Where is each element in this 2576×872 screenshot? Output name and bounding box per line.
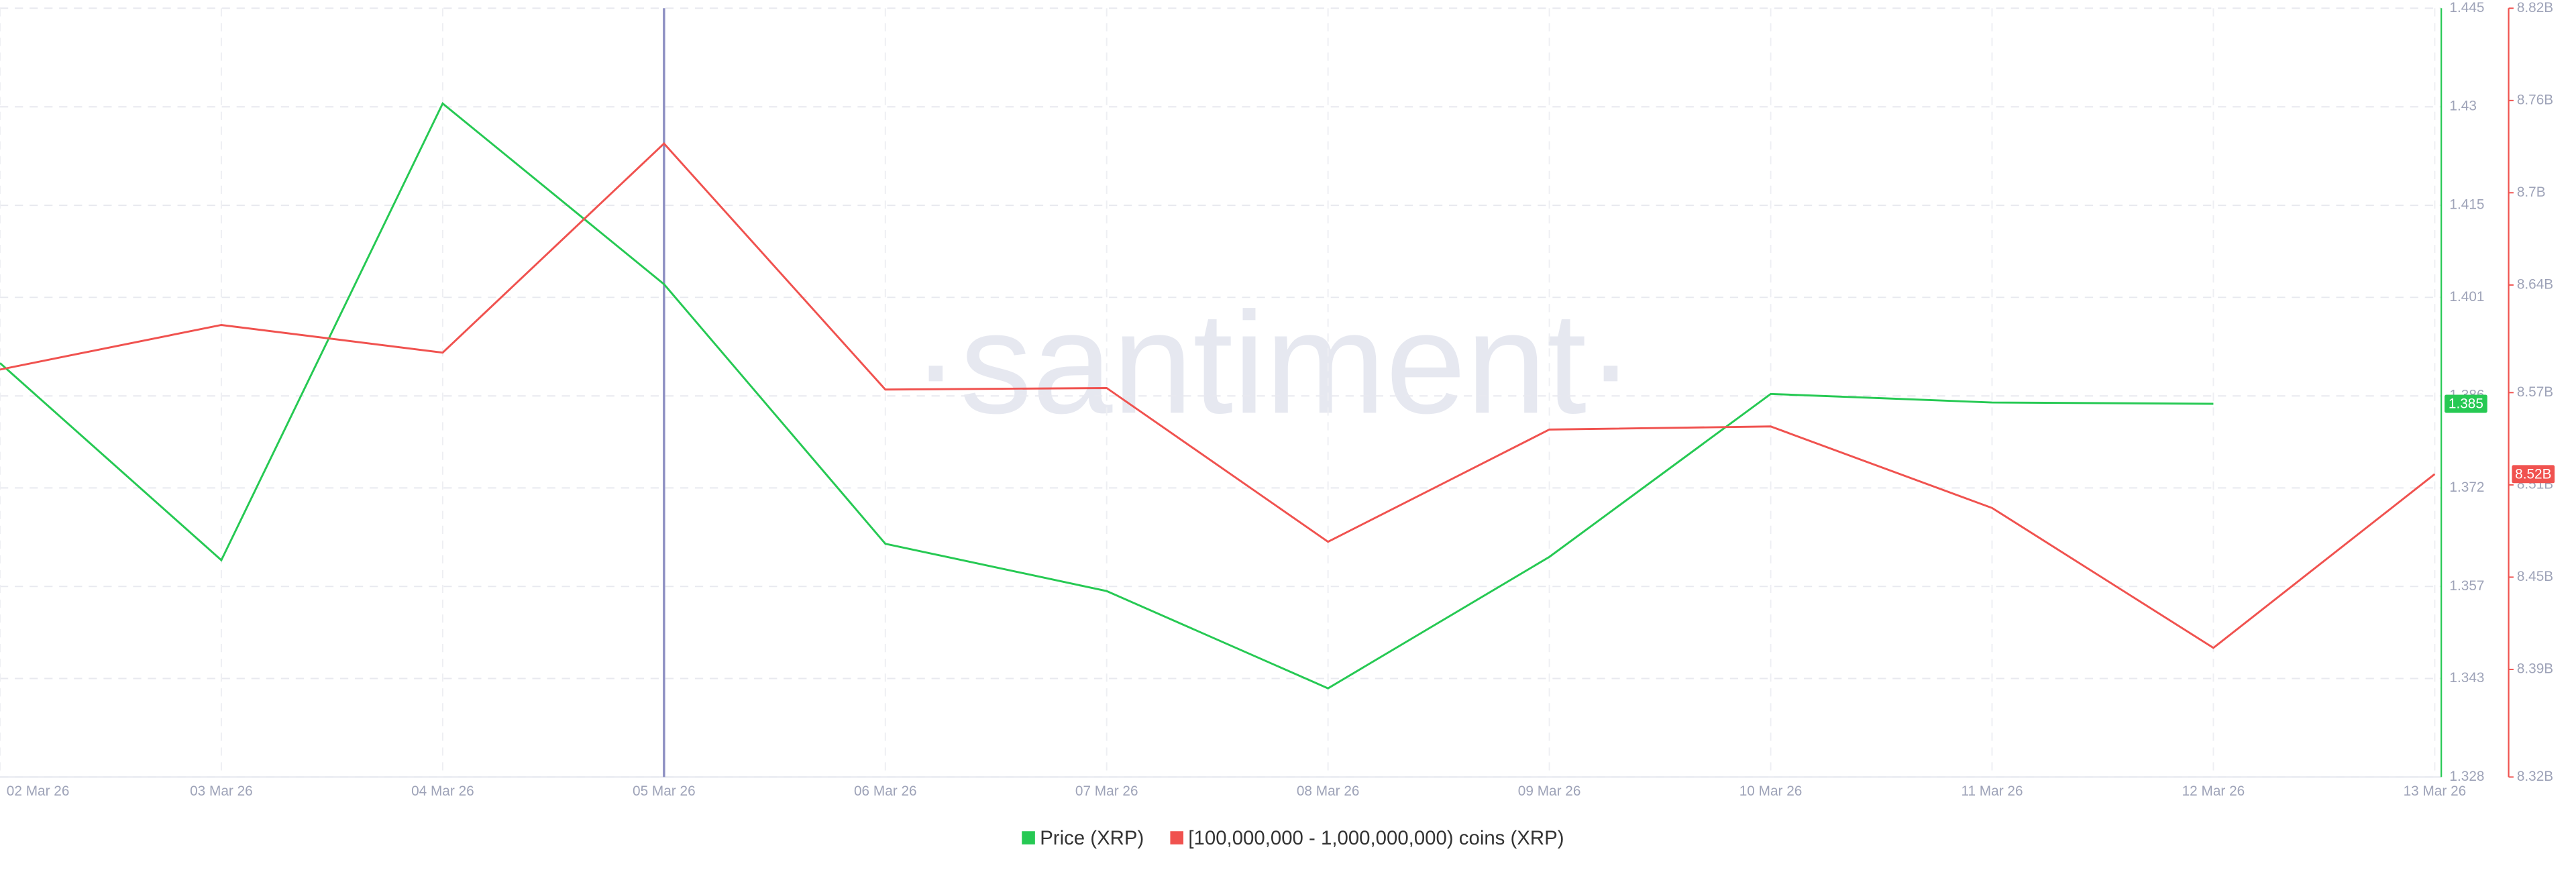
value-label: 1.385 [2449, 396, 2483, 412]
x-tick-label: 13 Mar 26 [2404, 783, 2467, 799]
y-tick-label: 1.328 [2449, 769, 2484, 784]
y2-tick-label: 8.57B [2517, 384, 2553, 400]
y-tick-label: 1.357 [2449, 578, 2484, 594]
y-tick-label: 1.343 [2449, 670, 2484, 686]
y2-tick-label: 8.7B [2517, 184, 2546, 200]
y2-tick-label: 8.32B [2517, 769, 2553, 784]
value-label: 8.52B [2515, 467, 2551, 482]
legend-swatch [1022, 831, 1035, 844]
watermark: ·santiment· [912, 282, 1635, 443]
y-tick-label: 1.43 [2449, 99, 2476, 114]
series-line [0, 142, 2436, 649]
x-tick-label: 03 Mar 26 [190, 783, 253, 799]
y-tick-label: 1.415 [2449, 197, 2484, 213]
series-line [0, 102, 2214, 690]
x-tick-label: 05 Mar 26 [633, 783, 696, 799]
x-tick-label: 06 Mar 26 [854, 783, 917, 799]
x-tick-label: 09 Mar 26 [1518, 783, 1581, 799]
x-tick-label: 08 Mar 26 [1297, 783, 1360, 799]
legend-label: Price (XRP) [1040, 827, 1144, 849]
x-tick-label: 07 Mar 26 [1075, 783, 1138, 799]
y2-tick-label: 8.45B [2517, 569, 2553, 584]
y-tick-label: 1.372 [2449, 480, 2484, 495]
x-tick-label: 02 Mar 26 [7, 783, 70, 799]
y2-tick-label: 8.64B [2517, 276, 2553, 292]
y2-tick-label: 8.39B [2517, 661, 2553, 676]
legend-label: [100,000,000 - 1,000,000,000) coins (XRP… [1188, 827, 1564, 849]
x-tick-label: 10 Mar 26 [1739, 783, 1803, 799]
x-tick-label: 11 Mar 26 [1961, 783, 2023, 799]
y2-tick-label: 8.82B [2517, 0, 2553, 15]
legend-swatch [1170, 831, 1184, 844]
x-tick-label: 04 Mar 26 [411, 783, 474, 799]
value-badge [2512, 465, 2555, 484]
y-tick-label: 1.401 [2449, 289, 2484, 305]
y-tick-label: 1.445 [2449, 0, 2484, 15]
y2-tick-label: 8.76B [2517, 92, 2553, 107]
value-badge [2445, 394, 2487, 413]
x-tick-label: 12 Mar 26 [2182, 783, 2245, 799]
